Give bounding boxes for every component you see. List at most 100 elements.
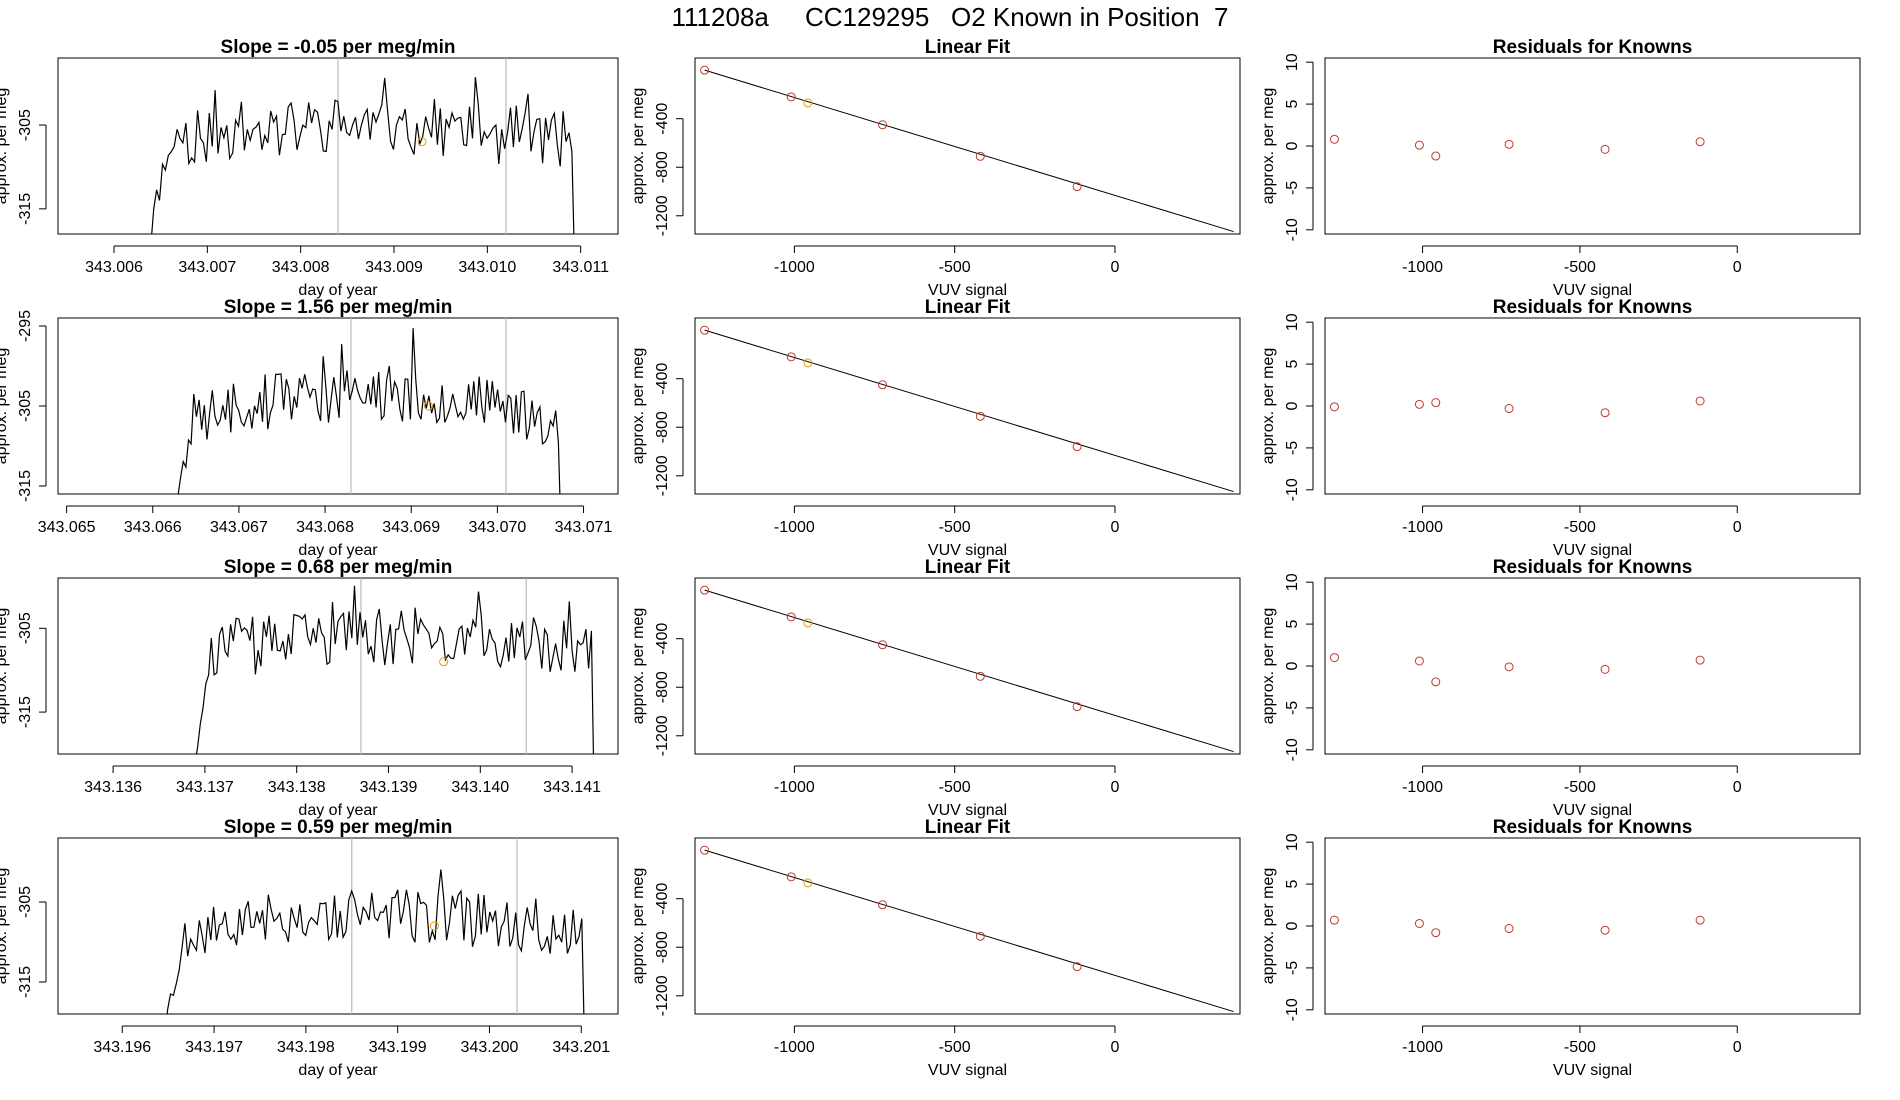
known-point [975, 411, 985, 421]
x-tick-label: 0 [1111, 779, 1120, 796]
residual-point [1695, 655, 1705, 665]
y-tick-label: -800 [654, 671, 671, 703]
y-tick-label: -1200 [654, 975, 671, 1016]
y-tick-label: -305 [17, 612, 34, 644]
plot-area [1329, 653, 1705, 687]
residual-point [1695, 915, 1705, 925]
plot-area [151, 58, 575, 234]
current-sample-marker [429, 921, 439, 931]
y-axis-label: approx. per meg [0, 868, 10, 985]
panel-residuals-2: Residuals for Knowns -1000 -500 0 VUV signal… [1260, 297, 1861, 559]
residual-point [1600, 408, 1610, 418]
residual-point [1431, 151, 1441, 161]
current-sample-marker [423, 401, 433, 411]
residual-point [1600, 664, 1610, 674]
residual-point [1414, 656, 1424, 666]
signal-trace [177, 328, 561, 494]
x-tick-label: 343.198 [277, 1039, 335, 1056]
known-point [786, 352, 796, 362]
fit-line [704, 329, 1234, 493]
highlight-point [803, 358, 813, 368]
x-tick-label: -1000 [774, 259, 815, 276]
x-tick-label: -500 [1564, 519, 1596, 536]
x-axis-label: VUV signal [1553, 1062, 1632, 1079]
residual-point [1504, 662, 1514, 672]
known-point [700, 325, 710, 335]
x-axis-label: day of year [298, 282, 378, 299]
x-tick-label: 0 [1733, 779, 1742, 796]
x-tick-label: 343.006 [85, 259, 143, 276]
x-axis-label: day of year [298, 802, 378, 819]
y-tick-label: 5 [1284, 100, 1301, 109]
known-point [700, 65, 710, 75]
x-tick-label: 0 [1111, 259, 1120, 276]
known-point [975, 151, 985, 161]
x-tick-label: 343.141 [543, 779, 601, 796]
x-tick-label: 343.011 [552, 259, 609, 276]
y-tick-label: -400 [654, 103, 671, 135]
known-point [1072, 442, 1082, 452]
plot-frame [694, 837, 1241, 1015]
residual-point [1329, 915, 1339, 925]
panel-title: Linear Fit [925, 37, 1011, 58]
y-tick-label: 0 [1284, 921, 1301, 930]
y-axis-label: approx. per meg [630, 608, 647, 725]
plot-area [700, 845, 1234, 1013]
residual-point [1695, 137, 1705, 147]
y-tick-label: -800 [654, 931, 671, 963]
panel-title: Residuals for Knowns [1493, 817, 1693, 838]
y-axis-label: approx. per meg [0, 608, 10, 725]
x-tick-label: -500 [939, 1039, 971, 1056]
known-point [786, 612, 796, 622]
panel-title: Slope = -0.05 per meg/min [221, 37, 456, 58]
y-axis-label: approx. per meg [1260, 608, 1277, 725]
x-tick-label: 343.196 [93, 1039, 151, 1056]
y-tick-label: 10 [1284, 573, 1301, 591]
residual-point [1414, 140, 1424, 150]
y-axis-label: approx. per meg [630, 88, 647, 205]
x-tick-label: 343.200 [461, 1039, 519, 1056]
x-tick-label: -500 [939, 779, 971, 796]
panel-residuals-3: Residuals for Knowns -1000 -500 0 VUV signal… [1260, 557, 1861, 819]
panel-title: Slope = 1.56 per meg/min [224, 297, 453, 318]
signal-trace [166, 869, 585, 1014]
plot-frame [1324, 577, 1861, 755]
x-tick-label: 343.201 [552, 1039, 610, 1056]
x-tick-label: 343.136 [84, 779, 142, 796]
x-tick-label: 343.137 [176, 779, 234, 796]
y-tick-label: -1200 [654, 195, 671, 236]
y-tick-label: -1200 [654, 715, 671, 756]
panel-linear_fit-4: Linear Fit -1000 -500 0 VUV signal -1200 -800 -… [630, 817, 1241, 1079]
panel-title: Slope = 0.68 per meg/min [224, 557, 453, 578]
plot-area [1329, 396, 1705, 418]
x-tick-label: 343.065 [38, 519, 96, 536]
residual-point [1695, 396, 1705, 406]
y-tick-label: -1200 [654, 455, 671, 496]
x-tick-label: -1000 [774, 1039, 815, 1056]
x-axis-label: VUV signal [928, 282, 1007, 299]
plot-area [177, 318, 561, 494]
residual-point [1504, 139, 1514, 149]
x-tick-label: -1000 [774, 779, 815, 796]
residual-point [1329, 653, 1339, 663]
y-tick-label: -400 [654, 363, 671, 395]
known-point [878, 120, 888, 130]
y-tick-label: -5 [1284, 441, 1301, 455]
x-tick-label: -1000 [1402, 1039, 1443, 1056]
panel-linear_fit-3: Linear Fit -1000 -500 0 VUV signal -1200 -800 -… [630, 557, 1241, 819]
x-tick-label: 343.007 [178, 259, 236, 276]
x-tick-label: -1000 [1402, 779, 1443, 796]
plot-frame [694, 577, 1241, 755]
known-point [786, 872, 796, 882]
y-tick-label: 0 [1284, 661, 1301, 670]
panel-title: Residuals for Knowns [1493, 37, 1693, 58]
y-tick-label: 0 [1284, 401, 1301, 410]
panel-title: Linear Fit [925, 557, 1011, 578]
y-axis-label: approx. per meg [0, 88, 10, 205]
y-tick-label: 10 [1284, 833, 1301, 851]
y-tick-label: -400 [654, 883, 671, 915]
y-axis-label: approx. per meg [0, 348, 10, 465]
fit-line [704, 69, 1234, 233]
y-axis-label: approx. per meg [1260, 348, 1277, 465]
y-tick-label: -315 [17, 470, 34, 502]
